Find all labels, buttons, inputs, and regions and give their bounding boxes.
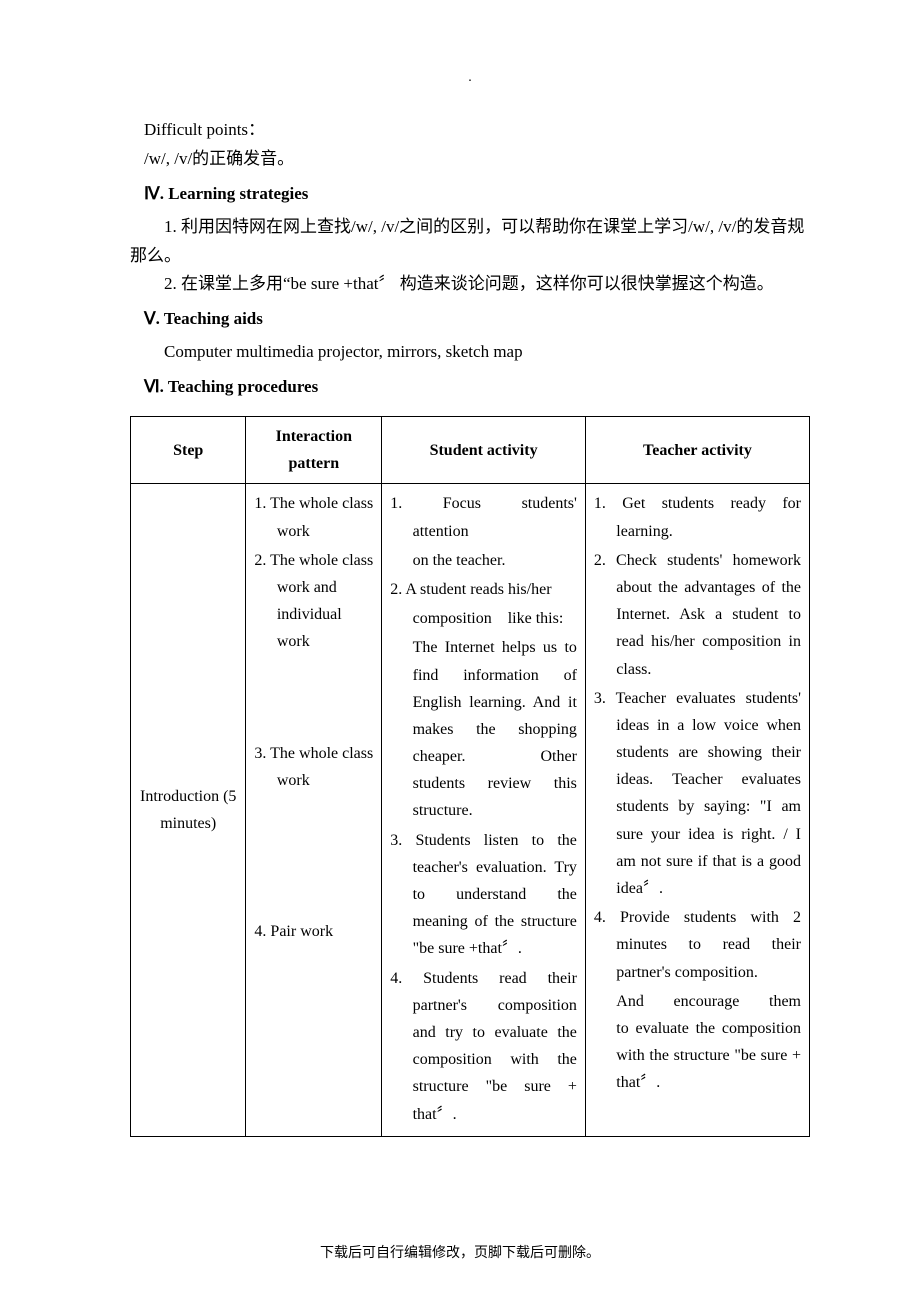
col-header-step: Step [131,417,246,484]
section-4-heading: Ⅳ. Learning strategies [130,180,810,209]
section-6-heading: Ⅵ. Teaching procedures [130,373,810,402]
procedures-table: Step Interaction pattern Student activit… [130,416,810,1137]
section-5-heading: Ⅴ. Teaching aids [130,305,810,334]
cell-student: 1. Focus students' attention on the teac… [382,484,586,1136]
difficult-points-label: Difficult points： [130,116,810,145]
cell-step: Introduction (5 minutes) [131,484,246,1136]
difficult-points-body: /w/, /v/的正确发音。 [130,145,810,174]
col-header-pattern: Interaction pattern [246,417,382,484]
table-header-row: Step Interaction pattern Student activit… [131,417,810,484]
document-page: . Difficult points： /w/, /v/的正确发音。 Ⅳ. Le… [0,0,920,1302]
student-item: The Internet helps us to find informatio… [390,634,577,824]
table-row: Introduction (5 minutes) 1. The whole cl… [131,484,810,1136]
section-4-item-1: 1. 利用因特网在网上查找/w/, /v/之间的区别，可以帮助你在课堂上学习/w… [130,213,810,271]
teacher-item: 2. Check students' homework about the ad… [594,547,801,683]
student-item: composition like this: [390,605,577,632]
col-header-teacher: Teacher activity [585,417,809,484]
body-content: Difficult points： /w/, /v/的正确发音。 Ⅳ. Lear… [130,116,810,1137]
section-5-body: Computer multimedia projector, mirrors, … [130,338,810,367]
cell-pattern: 1. The whole class work 2. The whole cla… [246,484,382,1136]
section-4-item-2: 2. 在课堂上多用“be sure +that〞 构造来谈论问题，这样你可以很快… [130,270,810,299]
student-item: 1. Focus students' attention [390,490,577,544]
student-item: 4. Students read their partner's composi… [390,965,577,1128]
teacher-item: 4. Provide students with 2 minutes to re… [594,904,801,986]
teacher-item: 3. Teacher evaluates students' ideas in … [594,685,801,903]
page-footer: 下载后可自行编辑修改，页脚下载后可删除。 [0,1242,920,1262]
col-header-student: Student activity [382,417,586,484]
student-item: 2. A student reads his/her [390,576,577,603]
cell-teacher: 1. Get students ready for learning. 2. C… [585,484,809,1136]
pattern-item: 2. The whole class work and individual w… [254,547,373,656]
student-item: 3. Students listen to the teacher's eval… [390,827,577,963]
student-item: on the teacher. [390,547,577,574]
pattern-item: 1. The whole class work [254,490,373,544]
pattern-item: 3. The whole class work [254,740,373,794]
teacher-item: And encourage them to evaluate the compo… [594,988,801,1097]
page-header-marker: . [130,70,810,86]
pattern-item: 4. Pair work [254,918,373,945]
teacher-item: 1. Get students ready for learning. [594,490,801,544]
